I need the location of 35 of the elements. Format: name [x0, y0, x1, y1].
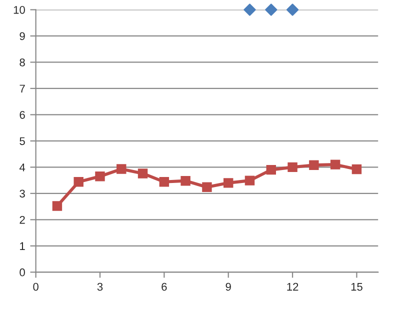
x-tick-label: 9	[226, 282, 231, 291]
point	[244, 4, 256, 16]
point	[159, 177, 170, 187]
y-tick-label: 7	[20, 84, 25, 92]
point	[52, 201, 62, 211]
y-tick-label: 2	[20, 216, 25, 224]
y-tick-label: 4	[19, 164, 26, 172]
point	[352, 164, 362, 174]
y-tick-label: 3	[20, 190, 25, 198]
point	[180, 176, 190, 186]
point	[309, 160, 319, 170]
point	[95, 172, 105, 182]
x-tick-label: 15	[351, 282, 362, 291]
point	[116, 164, 126, 174]
y-tick-label: 0	[20, 268, 25, 276]
point	[286, 4, 299, 16]
point	[138, 168, 148, 178]
x-tick-label: 6	[162, 282, 167, 291]
y-tick-label: 1	[20, 242, 25, 250]
point	[330, 160, 340, 170]
y-tick-label: 8	[20, 58, 25, 66]
point	[202, 182, 212, 192]
point	[223, 178, 234, 188]
y-tick-label: 6	[20, 110, 25, 119]
point	[74, 177, 84, 187]
y-tick-label: 5	[20, 137, 25, 146]
x-tick-label: 3	[97, 282, 103, 291]
point	[265, 4, 278, 16]
y-tick-label: 9	[20, 32, 25, 40]
point	[266, 164, 276, 175]
y-tick-label: 10	[14, 6, 25, 14]
point	[288, 162, 298, 172]
point	[244, 176, 255, 186]
x-tick-label: 12	[287, 282, 298, 291]
x-tick-label: 0	[33, 282, 38, 291]
